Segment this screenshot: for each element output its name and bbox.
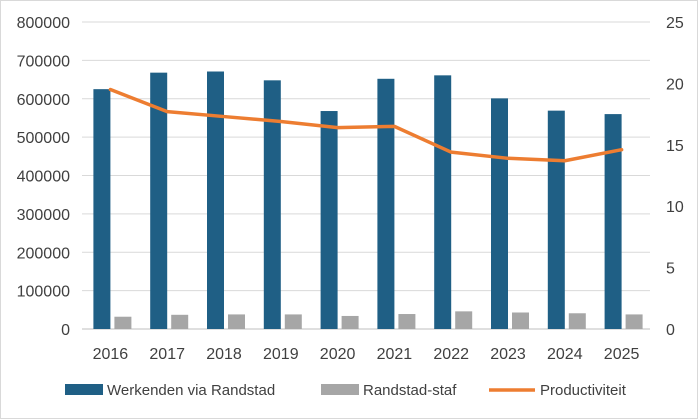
x-tick-label: 2016 — [93, 346, 129, 363]
y-right-tick-label: 25 — [666, 15, 684, 32]
bar-randstad-staf — [625, 314, 643, 329]
y-left-tick-label: 0 — [61, 322, 70, 339]
x-tick-label: 2018 — [206, 346, 242, 363]
y-right-tick-label: 0 — [666, 322, 675, 339]
x-tick-label: 2022 — [433, 346, 469, 363]
bar-werkenden — [263, 80, 281, 329]
y-left-tick-label: 800000 — [17, 15, 70, 32]
x-tick-label: 2023 — [490, 346, 526, 363]
bar-werkenden — [150, 72, 168, 329]
x-tick-label: 2025 — [604, 346, 640, 363]
legend-label: Werkenden via Randstad — [107, 382, 275, 399]
y-left-tick-label: 500000 — [17, 130, 70, 147]
y-right-tick-label: 10 — [666, 199, 684, 216]
bar-werkenden — [434, 75, 452, 329]
bar-randstad-staf — [171, 314, 189, 329]
bar-randstad-staf — [568, 313, 586, 329]
bar-randstad-staf — [228, 314, 245, 329]
bar-randstad-staf — [512, 312, 529, 329]
bar-werkenden — [320, 111, 338, 329]
x-tick-label: 2024 — [547, 346, 583, 363]
y-left-tick-label: 600000 — [17, 92, 70, 109]
y-left-tick-label: 100000 — [17, 284, 70, 301]
bar-werkenden — [93, 89, 111, 329]
bar-randstad-staf — [114, 316, 132, 329]
y-right-tick-label: 5 — [666, 261, 675, 278]
line-productiviteit — [108, 87, 624, 163]
x-tick-label: 2020 — [320, 346, 356, 363]
y-left-tick-label: 300000 — [17, 207, 70, 224]
bar-werkenden — [207, 71, 224, 329]
bar-werkenden — [491, 98, 508, 330]
legend-label: Productiviteit — [540, 382, 627, 399]
bar-randstad-staf — [455, 311, 473, 329]
x-tick-label: 2019 — [263, 346, 299, 363]
legend-swatch — [65, 384, 103, 395]
legend-label: Randstad-staf — [363, 382, 457, 399]
y-left-tick-label: 400000 — [17, 169, 70, 186]
x-tick-label: 2017 — [149, 346, 185, 363]
x-tick-label: 2021 — [377, 346, 413, 363]
bar-werkenden — [604, 114, 622, 329]
legend-swatch — [321, 384, 359, 395]
bar-randstad-staf — [398, 314, 416, 329]
y-right-tick-label: 20 — [666, 76, 684, 93]
y-left-tick-label: 200000 — [17, 245, 70, 262]
y-left-tick-label: 700000 — [17, 53, 70, 70]
bar-randstad-staf — [341, 315, 359, 329]
bar-werkenden — [377, 78, 395, 329]
bar-randstad-staf — [284, 314, 302, 329]
bar-werkenden — [547, 110, 565, 330]
y-right-tick-label: 15 — [666, 138, 684, 155]
